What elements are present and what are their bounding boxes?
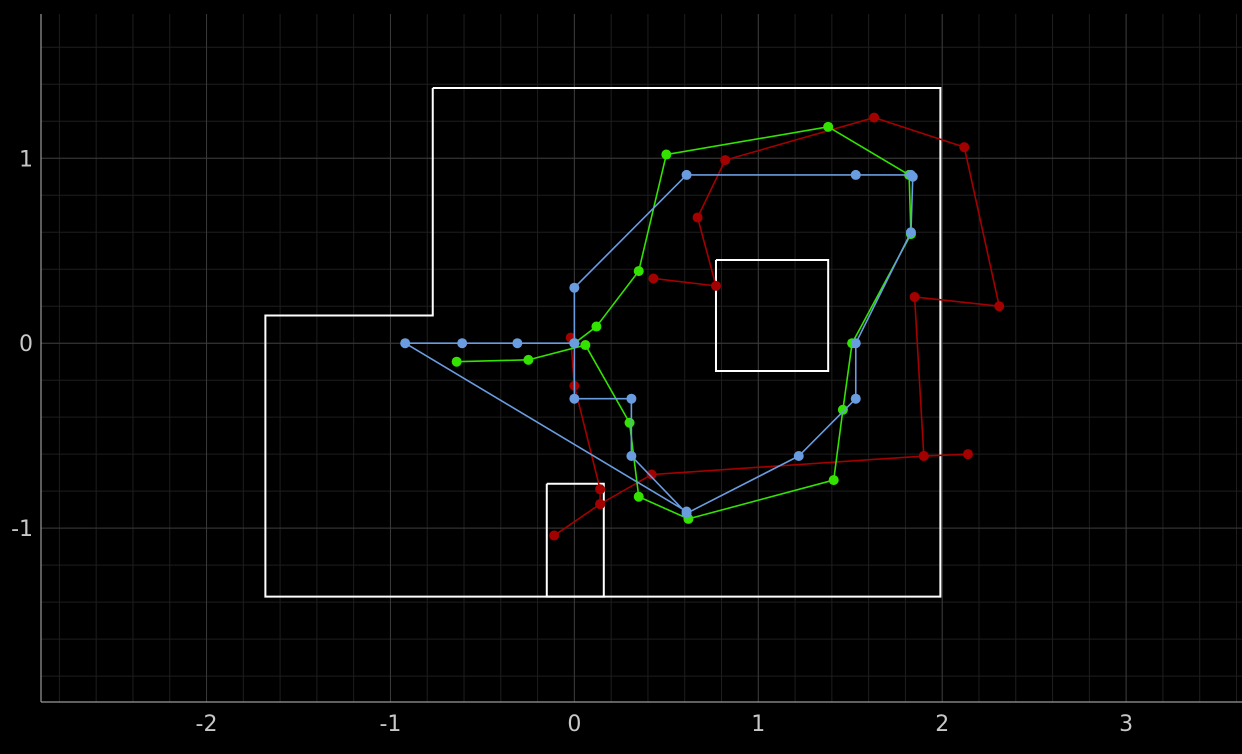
series-1-point (828, 475, 839, 486)
grid (41, 14, 1242, 702)
series-0-point (869, 112, 880, 123)
series-2-point (850, 169, 861, 180)
outline-1 (714, 258, 830, 372)
series-1-point (661, 149, 672, 160)
x-tick-label: -1 (379, 712, 401, 737)
outlines (264, 86, 942, 598)
y-tick-label: 1 (19, 147, 33, 172)
series-2-point (457, 338, 468, 349)
series-0-point (595, 499, 606, 510)
series-2-point (681, 169, 692, 180)
series-1-line (456, 126, 912, 520)
series-2-point (793, 451, 804, 462)
series-1-point (633, 491, 644, 502)
series-group (400, 112, 1005, 541)
series-0-point (959, 142, 970, 153)
series-0-point (692, 212, 703, 223)
series-2-point (400, 338, 411, 349)
series-0-point (710, 280, 721, 291)
series-0-point (909, 291, 920, 302)
series-2-point (626, 393, 637, 404)
series-0-point (549, 530, 560, 541)
series-1-point (451, 356, 462, 367)
series-2 (400, 169, 918, 519)
series-0-point (646, 469, 657, 480)
series-1-point (624, 417, 635, 428)
tick-labels: -2 -1 0 1 2 3 -1 0 1 (11, 147, 1133, 737)
series-1-point (633, 266, 644, 277)
x-tick-label: 3 (1119, 712, 1133, 737)
series-2-point (626, 451, 637, 462)
series-1-point (580, 340, 591, 351)
x-tick-label: -2 (196, 712, 218, 737)
series-0-point (962, 449, 973, 460)
series-2-point (681, 506, 692, 517)
series-2-point (905, 227, 916, 238)
series-0-point (648, 273, 659, 284)
series-0-point (918, 451, 929, 462)
series-1-point (523, 354, 534, 365)
series-1-point (591, 321, 602, 332)
axes (40, 14, 1242, 703)
outline-2 (545, 482, 605, 598)
x-tick-label: 1 (751, 712, 765, 737)
series-2-point (850, 393, 861, 404)
series-0-point (994, 301, 1005, 312)
series-0-point (720, 155, 731, 166)
series-1-point (823, 121, 834, 132)
series-0-point (595, 484, 606, 495)
series-2-point (569, 282, 580, 293)
series-2-point (512, 338, 523, 349)
y-tick-label: -1 (11, 517, 33, 542)
series-0 (549, 112, 1005, 541)
x-tick-label: 0 (567, 712, 581, 737)
series-2-point (907, 171, 918, 182)
y-tick-label: 0 (19, 332, 33, 357)
series-2-point (850, 338, 861, 349)
x-tick-label: 2 (935, 712, 949, 737)
series-2-point (569, 393, 580, 404)
series-2-point (569, 338, 580, 349)
outline-0 (264, 86, 942, 598)
series-1-point (837, 404, 848, 415)
